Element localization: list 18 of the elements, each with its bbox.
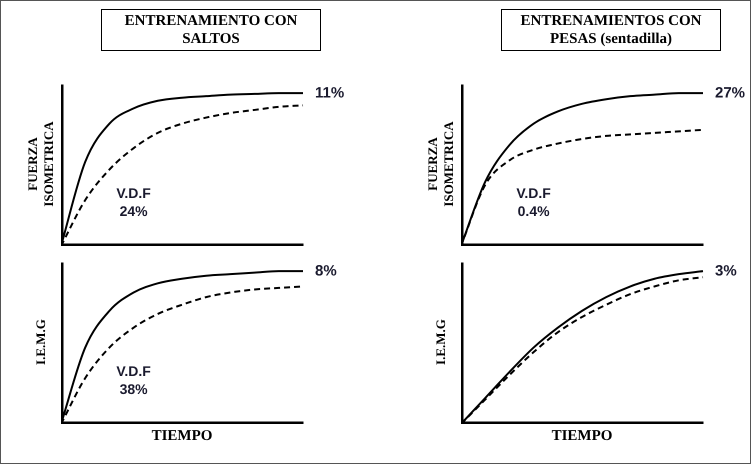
annotation: 24% (120, 202, 148, 219)
text: 3% (715, 262, 737, 280)
y-axis-title: I.E.M.G (433, 318, 449, 367)
annotation: V.D.F (516, 184, 552, 201)
annotation: V.D.F (116, 362, 152, 379)
chart-title: ENTRENAMIENTO CON SALTOS (101, 9, 321, 51)
annotation: 0.4% (518, 202, 550, 219)
annotation: 38% (120, 380, 148, 397)
y-axis-title: I.E.M.G (33, 318, 49, 367)
chart-title: ENTRENAMIENTOS CON PESAS (sentadilla) (501, 9, 721, 51)
x-axis-title: TIEMPO (550, 428, 614, 445)
annotation: V.D.F (116, 184, 152, 201)
y-axis-title: FUERZA ISOMETRICA (25, 120, 57, 208)
y-axis-title: FUERZA ISOMETRICA (425, 120, 457, 208)
text: 8% (315, 262, 337, 280)
text: 27% (715, 84, 746, 102)
x-axis-title: TIEMPO (150, 428, 214, 445)
text: 11% (315, 84, 344, 102)
